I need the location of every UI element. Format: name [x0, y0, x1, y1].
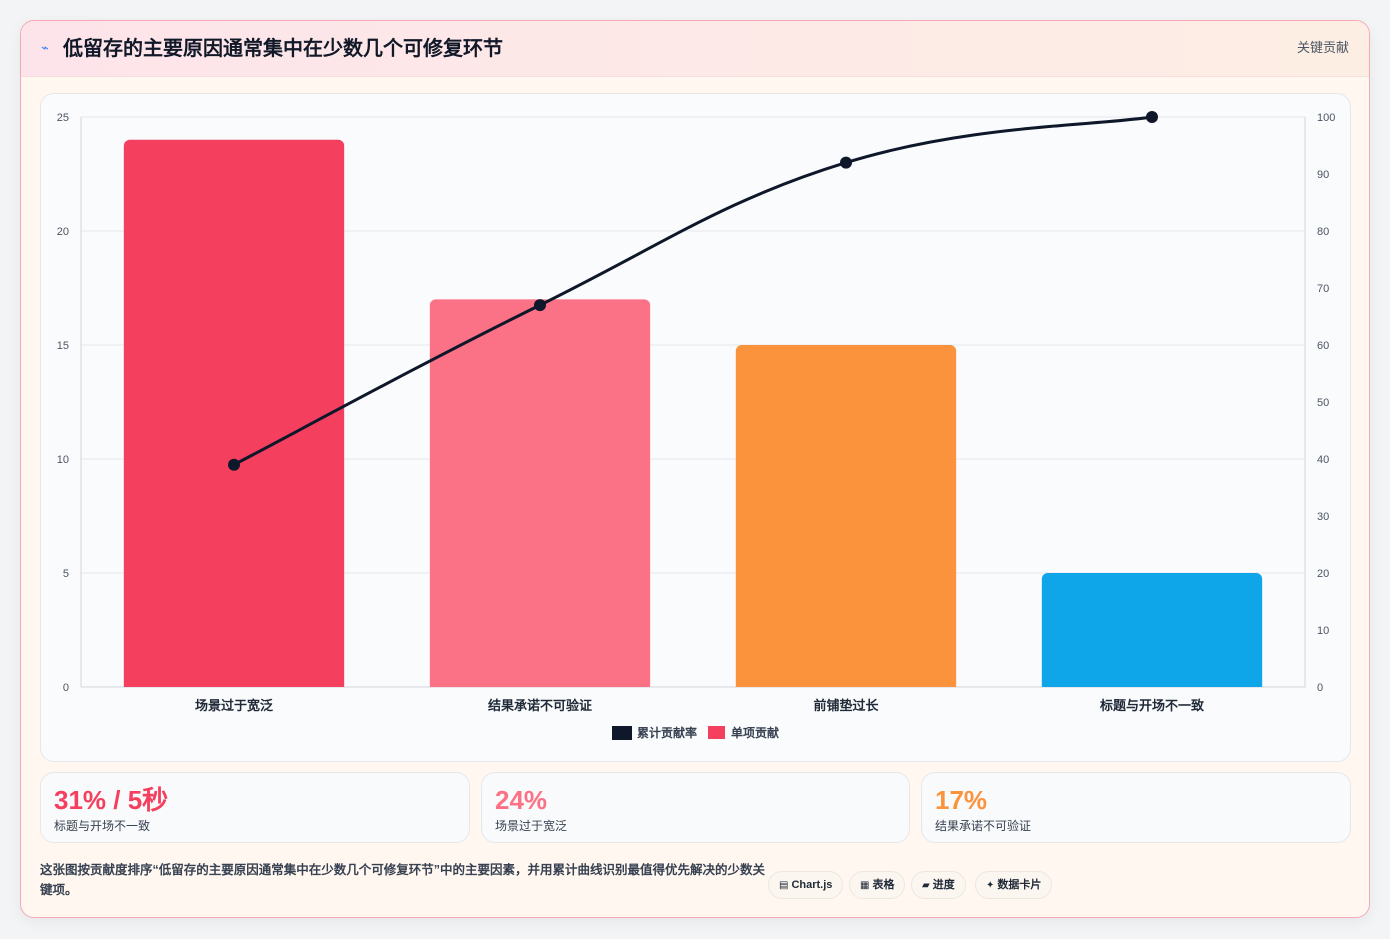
x-tick-label: 场景过于宽泛	[195, 698, 273, 713]
y-left-tick-label: 20	[57, 226, 69, 238]
chip-label: 数据卡片	[997, 879, 1042, 891]
legend-swatch-cumulative	[612, 726, 632, 740]
card-title: 低留存的主要原因通常集中在少数几个可修复环节	[63, 38, 503, 60]
chart-description: 这张图按贡献度排序“低留存的主要原因通常集中在少数几个可修复环节”中的主要因素，…	[40, 863, 766, 897]
bar	[123, 139, 345, 688]
y-left-tick-label: 5	[63, 568, 69, 580]
legend-swatch-bars	[708, 726, 725, 739]
legend-label: 累计贡献率	[637, 725, 697, 740]
bar	[429, 299, 651, 687]
cumulative-point	[228, 458, 240, 471]
bar-base	[123, 681, 345, 687]
bar	[735, 345, 957, 687]
y-left-tick-label: 25	[57, 112, 69, 124]
y-left-tick-label: 15	[57, 340, 69, 352]
card-header: ⌁ 低留存的主要原因通常集中在少数几个可修复环节 关键贡献	[21, 21, 1369, 77]
chip-chartjs[interactable]: ▤ Chart.js	[768, 871, 844, 899]
cumulative-point	[840, 156, 852, 169]
x-tick-label: 标题与开场不一致	[1099, 698, 1205, 713]
card-icon: ✦	[986, 880, 995, 891]
chart-svg: 0 5 10 15 20 25 0 10 20 30 40 50 60 70 80 90 100 场景过于宽泛 结果…	[57, 111, 1335, 740]
y-right-tick-label: 70	[1317, 283, 1329, 295]
chart-card: ⌁ 低留存的主要原因通常集中在少数几个可修复环节 关键贡献 0 5 10 15 20 25…	[20, 20, 1370, 918]
bar-base	[1041, 681, 1263, 687]
chip-progress[interactable]: ▰ 进度	[911, 871, 966, 899]
y-right-tick-label: 50	[1317, 397, 1329, 409]
chip-table[interactable]: ▦ 表格	[849, 871, 906, 899]
trend-icon: ⌁	[41, 40, 49, 55]
kpi-card-1: 31% / 5秒 标题与开场不一致	[40, 772, 470, 843]
chip-label: Chart.js	[791, 879, 833, 891]
bar-base	[429, 681, 651, 687]
kpi-card-2: 24% 场景过于宽泛	[481, 772, 910, 843]
kpi-value: 17%	[935, 785, 988, 815]
y-left-tick-label: 0	[63, 682, 69, 694]
y-left-tick-label: 10	[57, 454, 69, 466]
chip-label: 表格	[872, 879, 895, 891]
y-right-tick-label: 10	[1317, 625, 1329, 637]
kpi-label: 结果承诺不可验证	[935, 819, 1032, 833]
y-right-tick-label: 100	[1317, 112, 1335, 124]
cumulative-point	[1146, 111, 1158, 123]
kpi-value: 24%	[495, 785, 548, 815]
y-right-tick-label: 20	[1317, 568, 1329, 580]
kpi-value: 31% / 5秒	[54, 785, 169, 815]
bar-base	[735, 681, 957, 687]
cumulative-line	[233, 115, 1153, 467]
y-right-tick-label: 30	[1317, 511, 1329, 523]
y-right-tick-label: 80	[1317, 226, 1329, 238]
pareto-chart: 0 5 10 15 20 25 0 10 20 30 40 50 60 70 80 90 100 场景过于宽泛 结果…	[40, 93, 1351, 762]
cumulative-point	[534, 299, 546, 312]
x-tick-label: 前铺垫过长	[813, 698, 879, 713]
y-right-tick-label: 0	[1317, 682, 1323, 694]
bar	[1041, 573, 1263, 687]
kpi-card-3: 17% 结果承诺不可验证	[921, 772, 1351, 843]
y-right-tick-label: 90	[1317, 169, 1329, 181]
y-right-tick-label: 60	[1317, 340, 1329, 352]
chip-data-card[interactable]: ✦ 数据卡片	[975, 871, 1053, 899]
chart-icon: ▤	[779, 880, 789, 891]
kpi-label: 标题与开场不一致	[54, 819, 151, 833]
table-icon: ▦	[860, 880, 870, 891]
legend-label: 单项贡献	[731, 725, 779, 740]
progress-icon: ▰	[922, 880, 930, 891]
y-right-tick-label: 40	[1317, 454, 1329, 466]
kpi-label: 场景过于宽泛	[495, 819, 568, 833]
header-tag: 关键贡献	[1296, 40, 1349, 55]
chip-label: 进度	[932, 879, 955, 891]
x-tick-label: 结果承诺不可验证	[488, 698, 592, 713]
